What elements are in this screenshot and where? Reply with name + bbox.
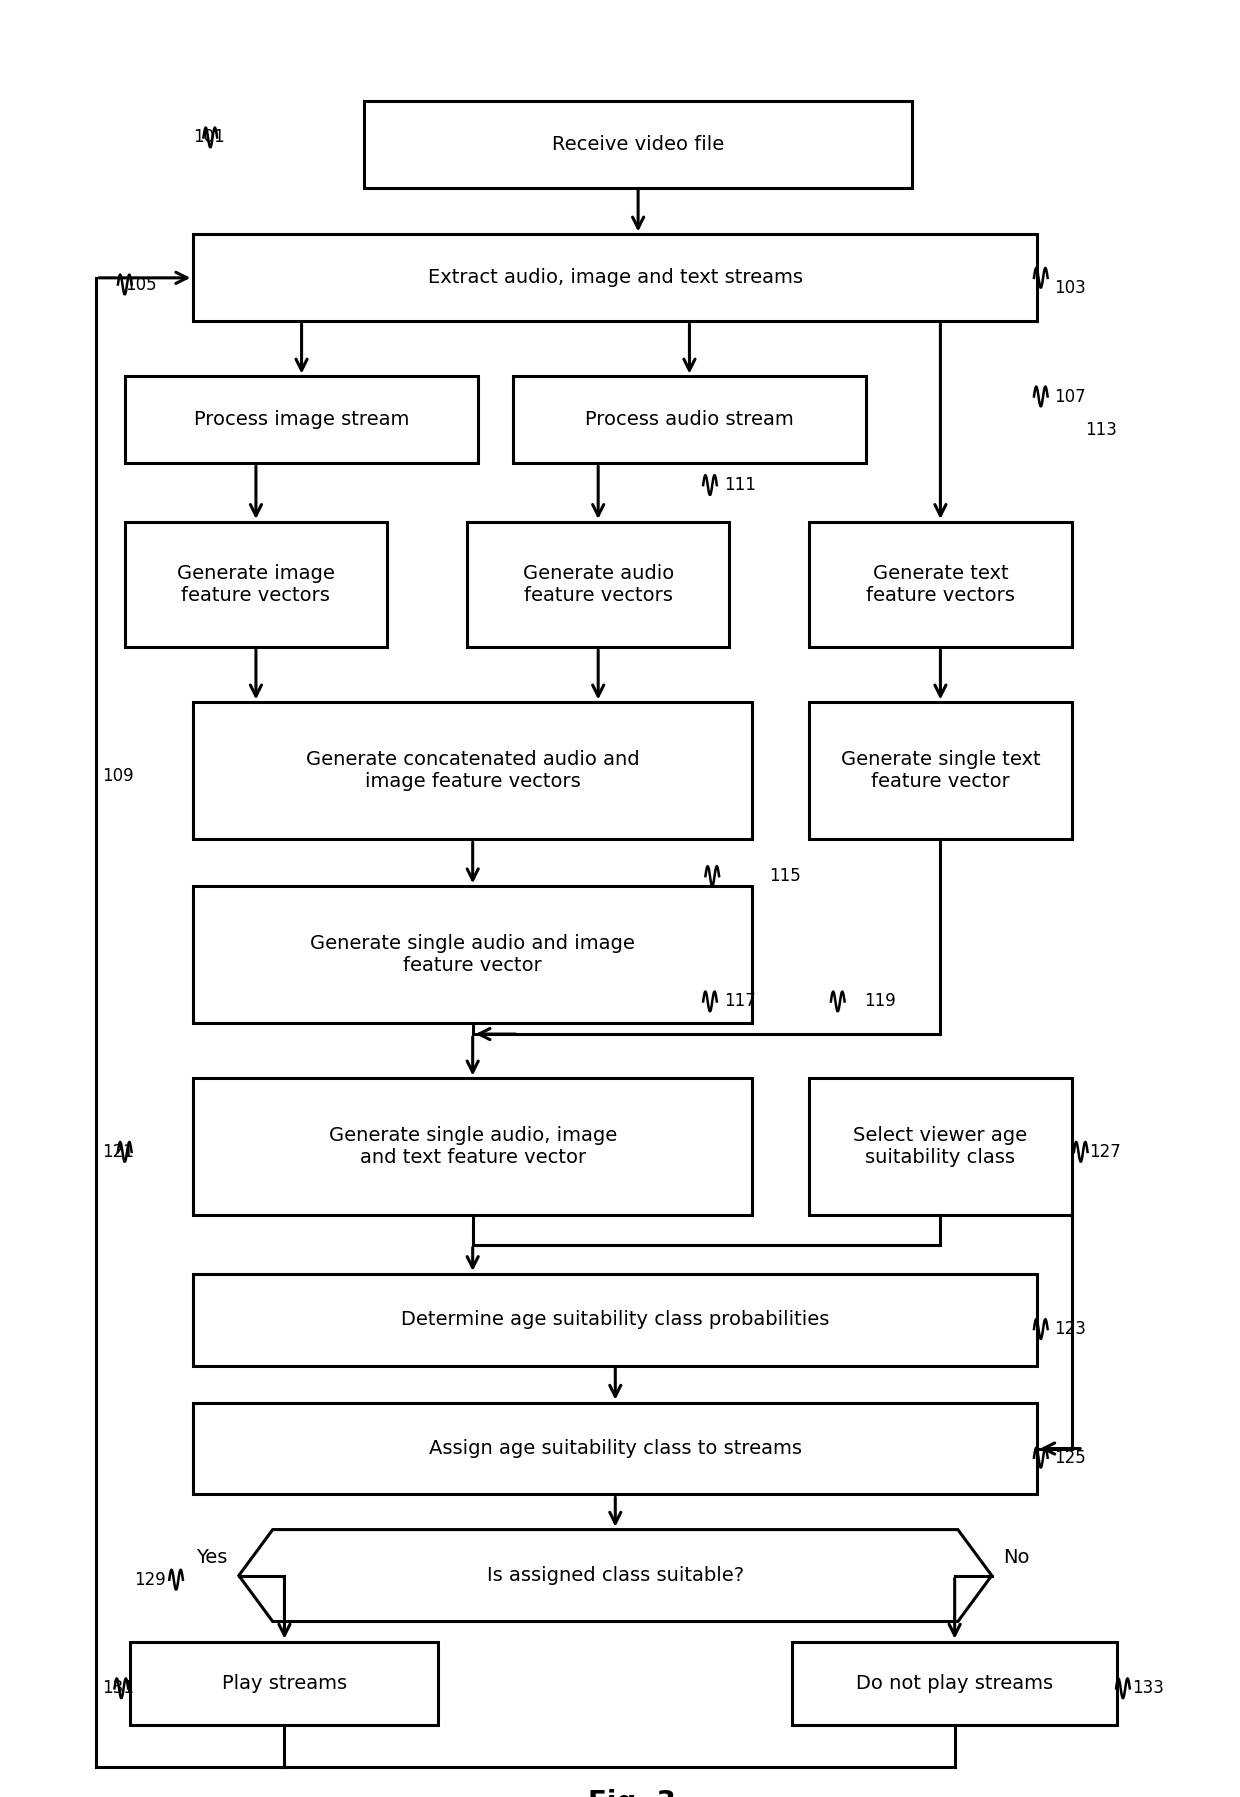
Text: Fig. 3: Fig. 3 [589,1788,676,1797]
FancyBboxPatch shape [810,703,1071,839]
Text: 131: 131 [102,1680,134,1698]
FancyBboxPatch shape [193,1403,1038,1495]
Text: 103: 103 [1054,279,1086,297]
FancyBboxPatch shape [193,234,1038,322]
Text: Generate single audio and image
feature vector: Generate single audio and image feature … [310,934,635,976]
Text: Generate single audio, image
and text feature vector: Generate single audio, image and text fe… [329,1127,616,1168]
Text: 109: 109 [102,767,134,785]
Text: 123: 123 [1054,1321,1086,1339]
FancyBboxPatch shape [125,521,387,647]
Text: Process audio stream: Process audio stream [585,410,794,429]
FancyBboxPatch shape [125,376,479,464]
Text: 127: 127 [1089,1143,1121,1161]
FancyBboxPatch shape [810,521,1071,647]
Text: Is assigned class suitable?: Is assigned class suitable? [487,1565,744,1585]
Text: 129: 129 [134,1571,166,1589]
FancyBboxPatch shape [810,1078,1071,1215]
FancyBboxPatch shape [467,521,729,647]
FancyBboxPatch shape [193,703,753,839]
Text: Generate audio
feature vectors: Generate audio feature vectors [522,564,673,606]
Text: Generate text
feature vectors: Generate text feature vectors [866,564,1014,606]
FancyBboxPatch shape [193,1078,753,1215]
Text: 101: 101 [193,128,224,147]
Text: 115: 115 [769,868,801,886]
Text: Receive video file: Receive video file [552,135,724,155]
Text: Select viewer age
suitability class: Select viewer age suitability class [853,1127,1028,1168]
Text: Generate image
feature vectors: Generate image feature vectors [177,564,335,606]
FancyBboxPatch shape [130,1642,439,1725]
Text: Process image stream: Process image stream [193,410,409,429]
Text: Extract audio, image and text streams: Extract audio, image and text streams [428,268,802,288]
Text: 125: 125 [1054,1448,1086,1466]
Text: Assign age suitability class to streams: Assign age suitability class to streams [429,1439,802,1457]
Text: 119: 119 [864,992,895,1010]
Text: Do not play streams: Do not play streams [856,1673,1053,1693]
FancyBboxPatch shape [792,1642,1117,1725]
FancyBboxPatch shape [193,1274,1038,1366]
Text: 121: 121 [102,1143,134,1161]
Text: 133: 133 [1132,1680,1164,1698]
FancyBboxPatch shape [193,886,753,1022]
Text: Generate single text
feature vector: Generate single text feature vector [841,751,1040,791]
FancyBboxPatch shape [365,101,911,187]
Text: 113: 113 [1085,420,1117,438]
Text: Play streams: Play streams [222,1673,347,1693]
Text: 117: 117 [724,992,755,1010]
Text: 111: 111 [724,476,755,494]
Text: No: No [1003,1549,1029,1567]
Text: 105: 105 [125,275,156,293]
Text: 107: 107 [1054,388,1086,406]
Polygon shape [239,1529,992,1621]
FancyBboxPatch shape [512,376,867,464]
Text: Generate concatenated audio and
image feature vectors: Generate concatenated audio and image fe… [306,751,640,791]
Text: Yes: Yes [196,1549,227,1567]
Text: Determine age suitability class probabilities: Determine age suitability class probabil… [401,1310,830,1330]
